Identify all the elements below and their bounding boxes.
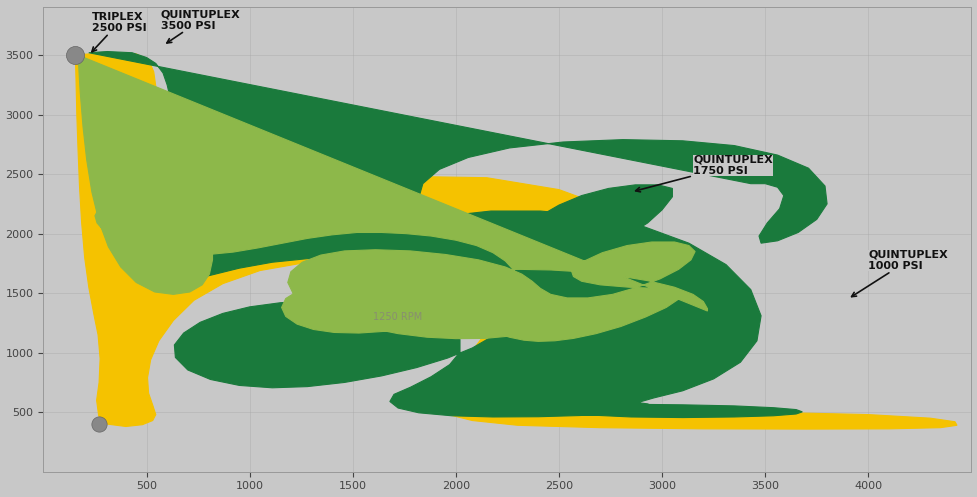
Polygon shape — [89, 52, 828, 417]
Polygon shape — [75, 53, 957, 429]
Text: TRIPLEX
2500 PSI: TRIPLEX 2500 PSI — [92, 12, 147, 52]
Text: QUINTUPLEX
3500 PSI: QUINTUPLEX 3500 PSI — [161, 9, 240, 43]
Text: QUINTUPLEX
1000 PSI: QUINTUPLEX 1000 PSI — [852, 250, 948, 297]
Polygon shape — [78, 55, 707, 341]
Text: QUINTUPLEX
1750 PSI: QUINTUPLEX 1750 PSI — [636, 155, 773, 192]
Text: 1250 RPM: 1250 RPM — [373, 312, 423, 322]
